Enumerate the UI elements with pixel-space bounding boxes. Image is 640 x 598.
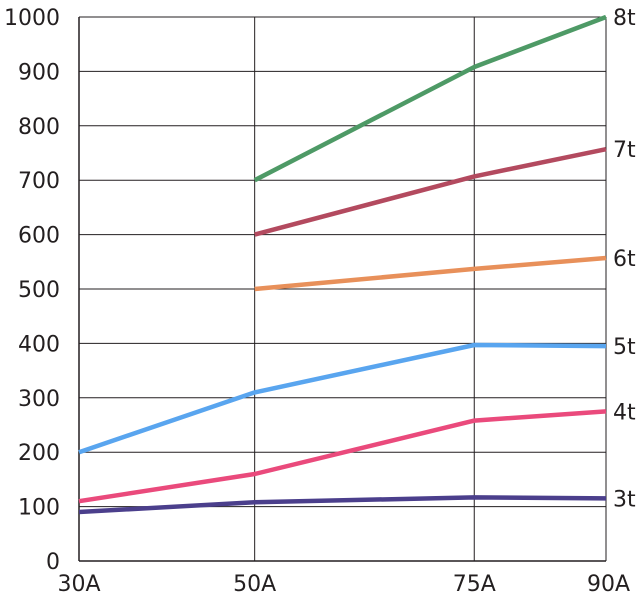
x-tick-label: 75A bbox=[453, 572, 496, 597]
y-axis-ticks: 0 100 200 300 400 500 600 700 800 900 1000 bbox=[4, 6, 60, 575]
grid bbox=[79, 16, 607, 561]
y-tick-label: 700 bbox=[18, 169, 60, 194]
series-line-4t bbox=[78, 409, 607, 504]
y-tick-label: 0 bbox=[46, 550, 60, 575]
series-line-5t bbox=[78, 342, 607, 455]
y-tick-label: 500 bbox=[18, 278, 60, 303]
y-tick-label: 300 bbox=[18, 387, 60, 412]
y-tick-label: 200 bbox=[18, 441, 60, 466]
x-tick-label: 90A bbox=[587, 572, 630, 597]
series-label-7t: 7t bbox=[613, 138, 636, 163]
series-line-3t bbox=[78, 495, 607, 515]
series-lines bbox=[78, 14, 607, 515]
y-tick-label: 600 bbox=[18, 224, 60, 249]
series-label-3t: 3t bbox=[613, 487, 636, 512]
y-tick-label: 800 bbox=[18, 115, 60, 140]
axes bbox=[78, 17, 606, 562]
series-label-5t: 5t bbox=[613, 335, 636, 360]
series-label-4t: 4t bbox=[613, 400, 636, 425]
y-tick-label: 900 bbox=[18, 60, 60, 85]
y-tick-label: 400 bbox=[18, 332, 60, 357]
y-tick-label: 1000 bbox=[4, 6, 60, 31]
y-tick-label: 100 bbox=[18, 496, 60, 521]
series-line-6t bbox=[254, 255, 607, 292]
series-line-7t bbox=[254, 146, 607, 237]
x-axis-ticks: 30A 50A 75A 90A bbox=[57, 572, 630, 597]
series-label-8t: 8t bbox=[613, 6, 636, 31]
series-labels: 3t 4t 5t 6t 7t 8t bbox=[613, 6, 636, 512]
x-tick-label: 50A bbox=[233, 572, 276, 597]
series-line-8t bbox=[253, 14, 607, 183]
series-label-6t: 6t bbox=[613, 247, 636, 272]
x-tick-label: 30A bbox=[57, 572, 100, 597]
